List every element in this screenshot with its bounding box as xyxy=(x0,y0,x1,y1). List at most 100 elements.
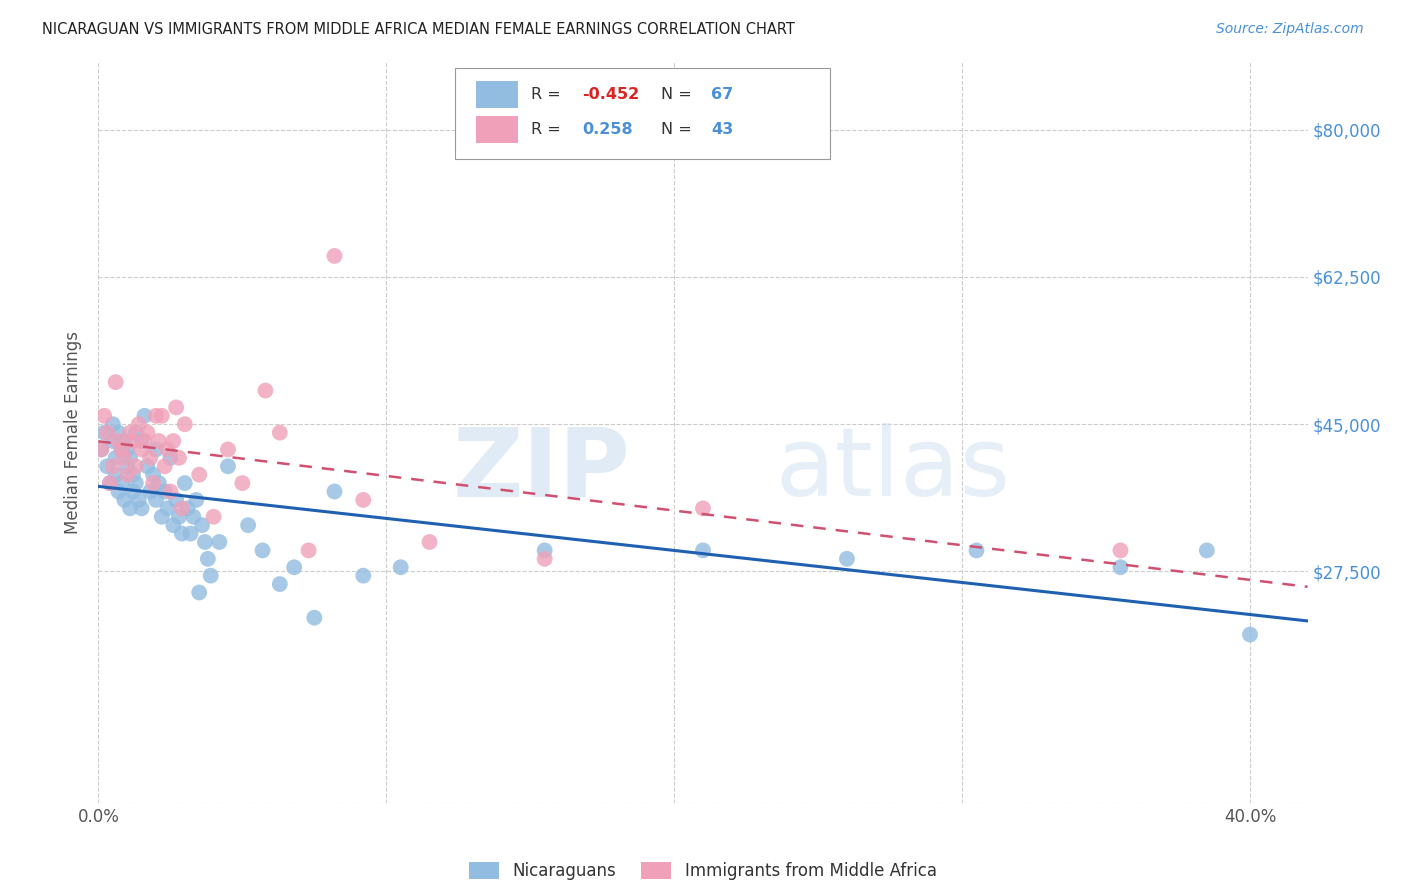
Point xyxy=(188,467,211,482)
Point xyxy=(136,425,159,440)
Point xyxy=(173,476,195,491)
Text: 67: 67 xyxy=(711,87,734,102)
Point xyxy=(176,501,198,516)
Point xyxy=(93,409,115,423)
Point xyxy=(112,450,135,465)
Point xyxy=(153,459,176,474)
Point xyxy=(136,459,159,474)
Point xyxy=(90,442,112,457)
Point xyxy=(96,459,118,474)
Text: ZIP: ZIP xyxy=(453,423,630,516)
Point xyxy=(533,551,555,566)
Point xyxy=(254,384,277,398)
Point xyxy=(418,535,440,549)
Point xyxy=(167,509,190,524)
Point xyxy=(125,476,148,491)
Point xyxy=(101,459,124,474)
Point xyxy=(180,526,202,541)
Point xyxy=(131,501,153,516)
Point xyxy=(202,509,225,524)
Point xyxy=(217,459,239,474)
Text: 0.258: 0.258 xyxy=(582,122,633,137)
Text: atlas: atlas xyxy=(776,423,1011,516)
Point xyxy=(188,585,211,599)
Point xyxy=(165,492,187,507)
Point xyxy=(115,459,138,474)
Point xyxy=(150,509,173,524)
Point xyxy=(104,450,127,465)
Point xyxy=(835,551,858,566)
Point xyxy=(156,501,179,516)
Point xyxy=(1109,560,1132,574)
Point xyxy=(110,442,132,457)
FancyBboxPatch shape xyxy=(456,69,830,159)
Point xyxy=(122,467,145,482)
Point xyxy=(692,501,714,516)
Text: 43: 43 xyxy=(711,122,734,137)
Point xyxy=(252,543,274,558)
Text: -0.452: -0.452 xyxy=(582,87,640,102)
Point xyxy=(120,450,142,465)
Point xyxy=(101,434,124,448)
Point xyxy=(145,442,167,457)
Point xyxy=(269,425,291,440)
Point xyxy=(194,535,217,549)
Point xyxy=(128,417,150,432)
Point xyxy=(148,434,170,448)
Point xyxy=(142,467,165,482)
Point xyxy=(115,467,138,482)
Point xyxy=(101,417,124,432)
Point xyxy=(104,467,127,482)
Point xyxy=(170,501,193,516)
Text: R =: R = xyxy=(531,122,571,137)
Point xyxy=(112,492,135,507)
Point xyxy=(1109,543,1132,558)
Point xyxy=(197,551,219,566)
Point xyxy=(297,543,319,558)
Point xyxy=(167,450,190,465)
Point xyxy=(134,409,156,423)
Bar xyxy=(475,81,517,108)
Point xyxy=(122,434,145,448)
Legend: Nicaraguans, Immigrants from Middle Africa: Nicaraguans, Immigrants from Middle Afri… xyxy=(463,855,943,887)
Point xyxy=(112,434,135,448)
Point xyxy=(104,375,127,389)
Point xyxy=(142,476,165,491)
Point xyxy=(236,518,259,533)
Point xyxy=(323,484,346,499)
Point xyxy=(93,425,115,440)
Point xyxy=(304,610,326,624)
Point xyxy=(145,409,167,423)
Point xyxy=(98,476,121,491)
Point xyxy=(110,442,132,457)
Point xyxy=(173,417,195,432)
Text: N =: N = xyxy=(661,87,696,102)
Point xyxy=(153,484,176,499)
Point xyxy=(134,434,156,448)
Point xyxy=(107,434,129,448)
Y-axis label: Median Female Earnings: Median Female Earnings xyxy=(65,331,83,534)
Point xyxy=(165,401,187,415)
Point xyxy=(1239,627,1261,641)
Point xyxy=(96,425,118,440)
Point xyxy=(533,543,555,558)
Point xyxy=(131,434,153,448)
Point xyxy=(159,484,181,499)
Point xyxy=(128,492,150,507)
Text: N =: N = xyxy=(661,122,696,137)
Point xyxy=(231,476,253,491)
Point xyxy=(107,425,129,440)
Point xyxy=(107,484,129,499)
Point xyxy=(269,577,291,591)
Point xyxy=(692,543,714,558)
Point xyxy=(1195,543,1218,558)
Bar xyxy=(475,117,517,143)
Point xyxy=(98,476,121,491)
Point xyxy=(90,442,112,457)
Point xyxy=(122,484,145,499)
Point xyxy=(115,442,138,457)
Point xyxy=(162,518,184,533)
Point xyxy=(170,526,193,541)
Point xyxy=(186,492,208,507)
Point xyxy=(352,492,374,507)
